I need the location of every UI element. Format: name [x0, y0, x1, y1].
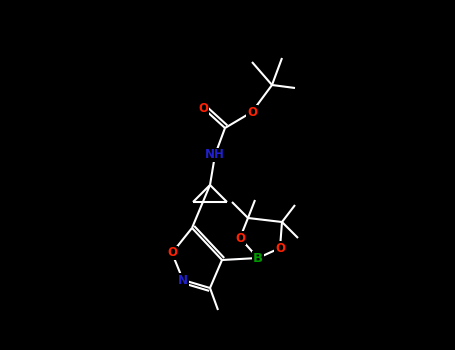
Text: O: O [275, 241, 285, 254]
Text: O: O [167, 246, 177, 259]
Text: B: B [253, 252, 263, 265]
Text: NH: NH [205, 148, 225, 161]
Text: O: O [198, 102, 208, 114]
Text: O: O [235, 231, 245, 245]
Text: N: N [178, 273, 188, 287]
Text: O: O [247, 105, 257, 119]
